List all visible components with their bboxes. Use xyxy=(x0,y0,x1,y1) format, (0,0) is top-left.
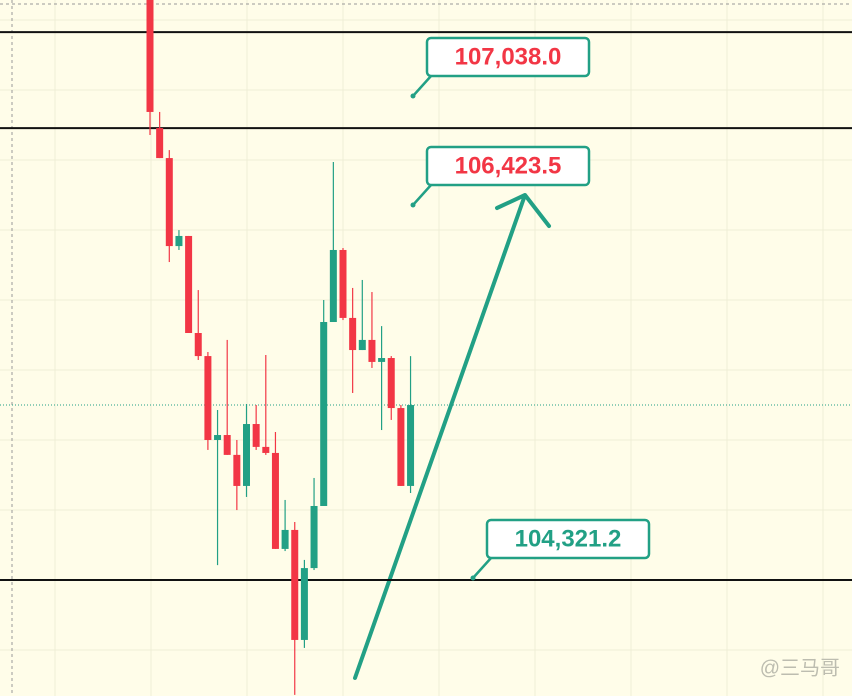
candle-body xyxy=(175,235,183,247)
candle-body xyxy=(368,339,376,362)
callout-box xyxy=(425,145,591,187)
callout-anchor xyxy=(410,93,416,99)
candle-body xyxy=(310,505,318,569)
watermark: @三马哥 xyxy=(760,657,840,679)
candle-body xyxy=(262,446,270,453)
candle-body xyxy=(387,358,395,409)
candle-body xyxy=(358,339,366,351)
candle-body xyxy=(214,435,222,440)
candle-body xyxy=(146,0,154,112)
callout-label: 107,038.0 xyxy=(455,43,562,70)
candle-body xyxy=(329,249,337,323)
candle-body xyxy=(271,452,279,549)
callout-tail xyxy=(412,75,432,97)
candle-body xyxy=(233,454,241,486)
callout-box xyxy=(485,518,651,560)
trend-arrow xyxy=(353,193,551,680)
candle-body xyxy=(300,568,308,640)
callout-anchor xyxy=(470,575,476,581)
candle-body xyxy=(185,235,193,334)
candle-body xyxy=(243,424,250,486)
callout-tail xyxy=(412,184,432,206)
candle-body xyxy=(194,333,202,357)
candle-body xyxy=(320,322,328,506)
candle-body xyxy=(339,249,347,318)
candle-body xyxy=(407,405,415,486)
candle-body xyxy=(397,408,405,486)
candle-body xyxy=(378,358,386,362)
callout-tail xyxy=(472,557,492,579)
callout-label: 104,321.2 xyxy=(515,525,622,552)
candle-body xyxy=(223,435,231,455)
candle-body xyxy=(349,317,357,351)
candle-body xyxy=(252,424,260,447)
candle-body xyxy=(204,356,212,440)
callout-label: 106,423.5 xyxy=(455,152,562,179)
callout-anchor xyxy=(410,202,416,208)
callout-box xyxy=(425,36,591,78)
candle-body xyxy=(291,529,299,640)
candle-body xyxy=(156,128,164,159)
candle-body xyxy=(281,529,289,549)
candle-body xyxy=(165,158,173,247)
